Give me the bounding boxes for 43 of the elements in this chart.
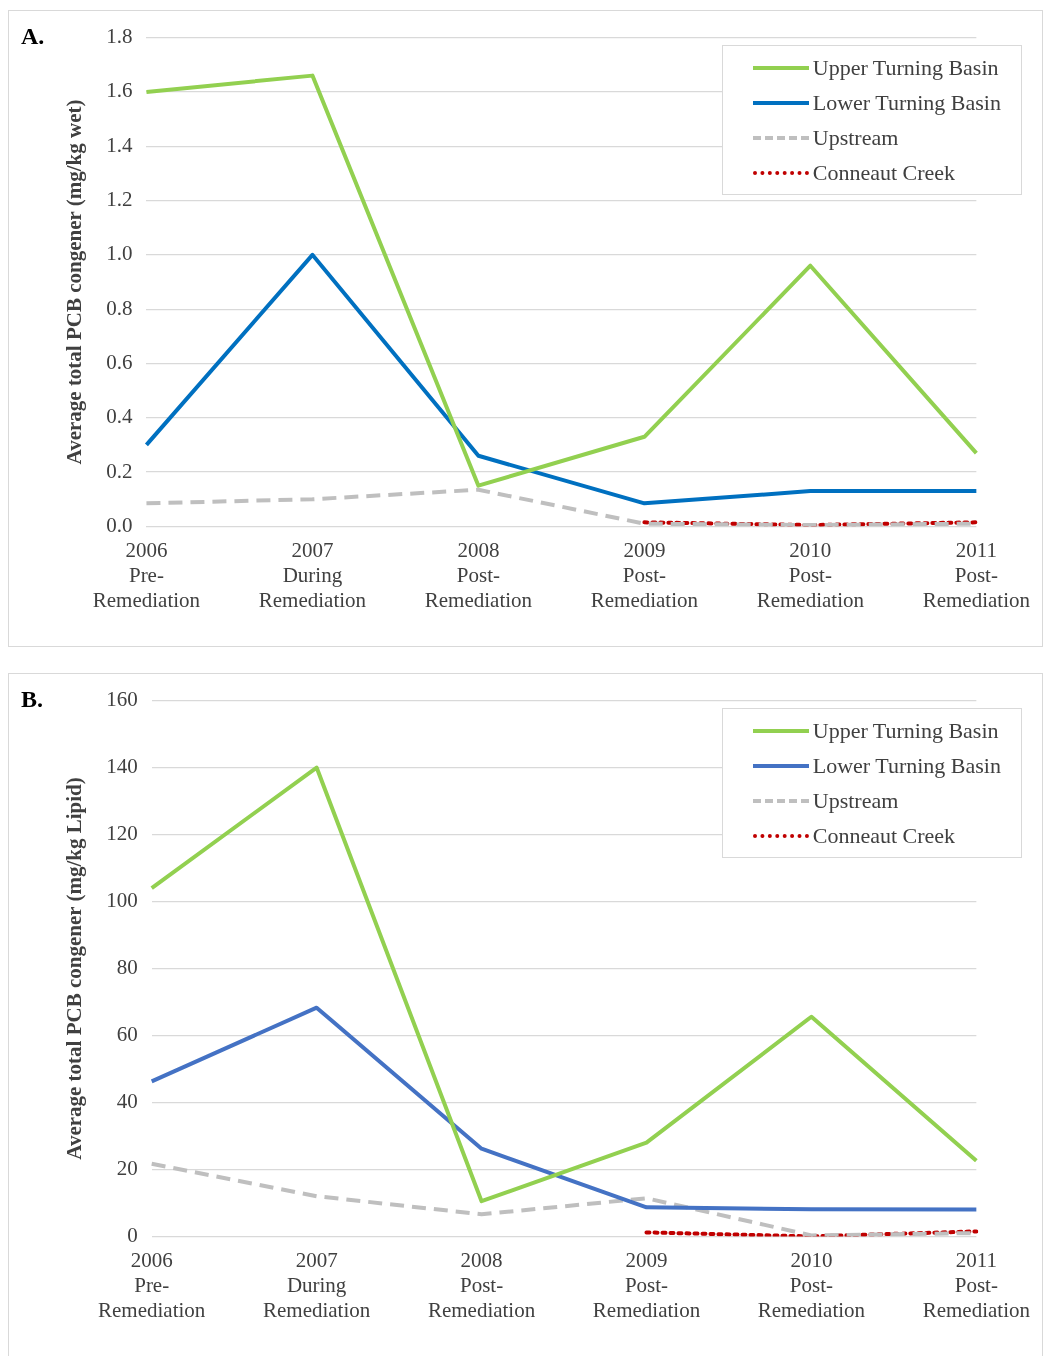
y-tick-label: 60 — [116, 1021, 138, 1046]
y-tick-label: 120 — [106, 821, 138, 846]
x-tick-label: 2008 Post- Remediation — [427, 1247, 536, 1322]
x-tick-label: 2007 During Remediation — [262, 1247, 371, 1322]
y-tick-label: 1.8 — [106, 24, 133, 49]
y-tick-label: 1.2 — [106, 187, 133, 212]
y-tick-label: 0.6 — [106, 349, 133, 374]
y-tick-label: 40 — [116, 1088, 138, 1113]
y-tick-label: 0.2 — [106, 458, 133, 483]
y-tick-label: 20 — [116, 1155, 138, 1180]
x-tick-label: 2007 During Remediation — [258, 537, 367, 612]
x-tick-label: 2006 Pre- Remediation — [92, 537, 201, 612]
y-axis-title: Average total PCB congener (mg/kg wet) — [62, 99, 87, 465]
y-tick-label: 1.0 — [106, 241, 133, 266]
y-axis-title: Average total PCB congener (mg/kg Lipid) — [62, 777, 87, 1160]
chart-title: B. — [21, 686, 44, 713]
x-tick-label: 2009 Post- Remediation — [592, 1247, 701, 1322]
legend-label: Lower Turning Basin — [812, 89, 1001, 116]
y-tick-label: 160 — [106, 687, 138, 712]
x-tick-label: 2006 Pre- Remediation — [98, 1247, 206, 1322]
y-tick-label: 100 — [106, 888, 138, 913]
x-tick-label: 2010 Post- Remediation — [757, 1247, 866, 1322]
x-tick-label: 2011 Post- Remediation — [922, 537, 1031, 612]
y-tick-label: 1.6 — [106, 78, 133, 103]
legend-label: Upper Turning Basin — [812, 717, 999, 744]
y-tick-label: 80 — [116, 955, 138, 980]
chart-title: A. — [21, 23, 45, 50]
x-tick-label: 2010 Post- Remediation — [756, 537, 865, 612]
y-tick-label: 1.4 — [106, 132, 133, 157]
x-tick-label: 2009 Post- Remediation — [590, 537, 699, 612]
legend-label: Conneaut Creek — [812, 159, 956, 186]
legend-label: Conneaut Creek — [812, 822, 956, 849]
y-tick-label: 0 — [127, 1222, 138, 1247]
legend-label: Upper Turning Basin — [812, 54, 999, 81]
y-tick-label: 140 — [106, 754, 138, 779]
x-tick-label: 2011 Post- Remediation — [922, 1247, 1031, 1322]
legend-label: Upstream — [812, 787, 899, 814]
y-tick-label: 0.4 — [106, 404, 133, 429]
x-tick-label: 2008 Post- Remediation — [424, 537, 533, 612]
legend-label: Upstream — [812, 124, 899, 151]
legend-label: Lower Turning Basin — [812, 752, 1001, 779]
y-tick-label: 0.0 — [106, 512, 133, 537]
y-tick-label: 0.8 — [106, 295, 133, 320]
